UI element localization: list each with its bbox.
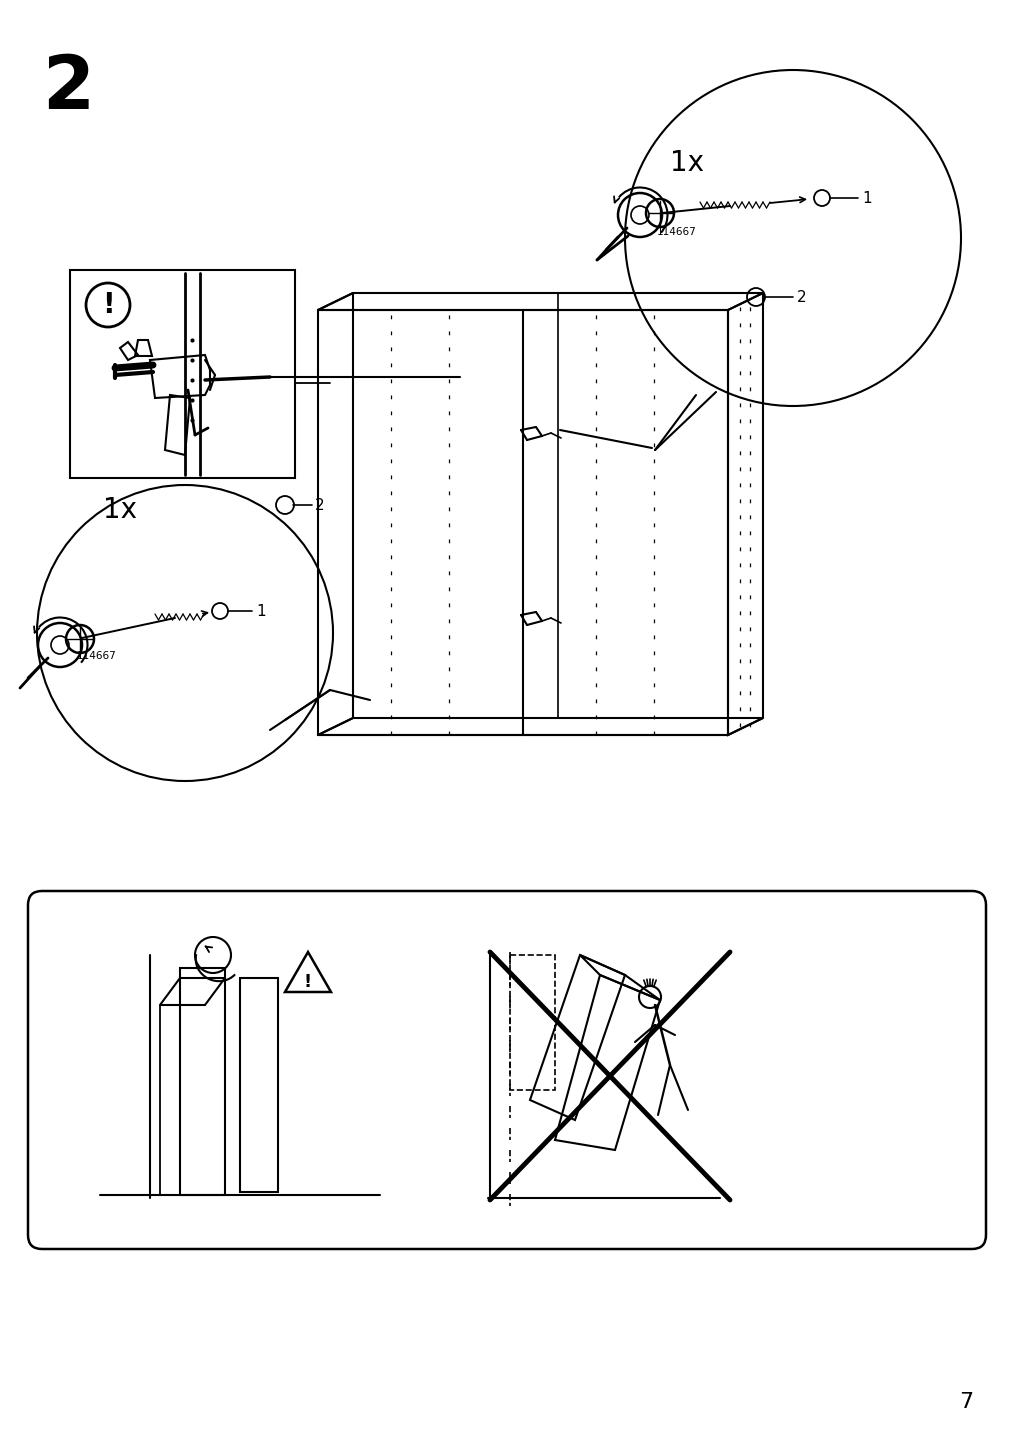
Text: 1x: 1x [669,149,704,178]
Text: 2: 2 [41,52,94,125]
Text: 114667: 114667 [656,228,696,238]
Text: 1: 1 [861,190,870,206]
Bar [70,271,295,478]
Text: 1: 1 [256,603,265,619]
Text: 2: 2 [314,497,325,513]
Text: 114667: 114667 [77,652,116,662]
FancyBboxPatch shape [28,891,985,1249]
Text: 7: 7 [958,1392,973,1412]
Text: !: ! [101,291,114,319]
Text: 1x: 1x [103,495,136,524]
Text: !: ! [303,972,311,991]
Text: 2: 2 [797,289,806,305]
